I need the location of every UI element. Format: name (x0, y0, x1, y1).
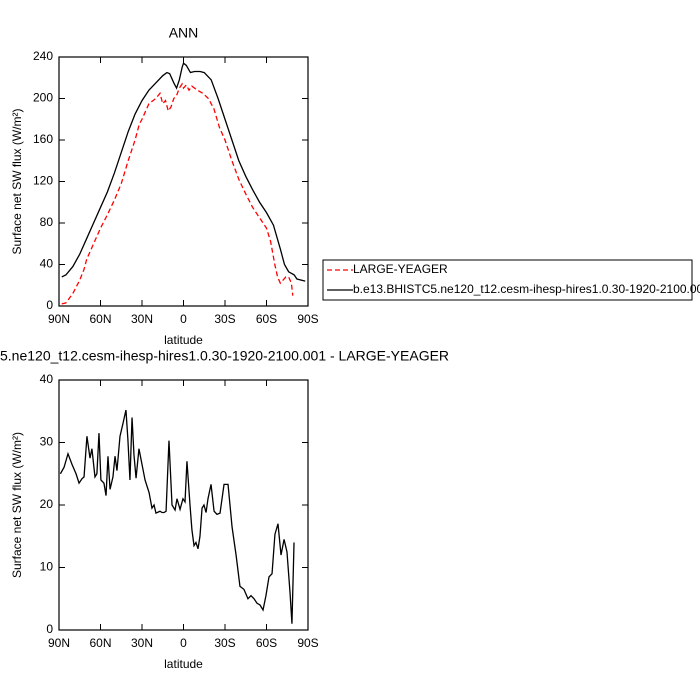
y-tick-label: 80 (40, 215, 54, 229)
plot-frame (58, 379, 309, 631)
x-axis-label: latitude (164, 333, 203, 347)
x-tick-label: 90S (297, 312, 318, 326)
y-tick-label: 30 (40, 435, 54, 449)
x-tick-label: 90S (297, 636, 318, 650)
x-tick-label: 60S (256, 312, 277, 326)
x-tick-label: 30S (214, 312, 235, 326)
data-line (61, 82, 294, 305)
y-axis-label: Surface net SW flux (W/m²) (10, 108, 24, 254)
y-tick-label: 10 (40, 560, 54, 574)
chart-title: 5.ne120_t12.cesm-ihesp-hires1.0.30-1920-… (0, 348, 449, 364)
x-tick-label: 60N (89, 636, 111, 650)
data-line (61, 62, 306, 282)
x-tick-label: 90N (48, 636, 70, 650)
chart-title: ANN (169, 25, 199, 41)
x-tick-label: 0 (180, 312, 187, 326)
x-tick-label: 90N (48, 312, 70, 326)
x-tick-label: 60S (256, 636, 277, 650)
plot-frame (58, 56, 309, 307)
y-tick-label: 240 (33, 49, 53, 63)
y-tick-label: 40 (40, 257, 54, 271)
y-tick-label: 200 (33, 91, 53, 105)
y-tick-label: 40 (40, 372, 54, 386)
y-tick-label: 120 (33, 174, 53, 188)
y-tick-label: 0 (46, 298, 53, 312)
data-line (59, 409, 295, 624)
y-tick-label: 0 (46, 622, 53, 636)
legend-label: b.e13.BHISTC5.ne120_t12.cesm-ihesp-hires… (353, 282, 700, 296)
y-axis-label: Surface net SW flux (W/m²) (10, 432, 24, 578)
x-tick-label: 30N (131, 312, 153, 326)
x-tick-label: 0 (180, 636, 187, 650)
x-axis-label: latitude (164, 657, 203, 671)
legend-box (322, 259, 693, 301)
x-tick-label: 30N (131, 636, 153, 650)
y-tick-label: 160 (33, 132, 53, 146)
x-tick-label: 30S (214, 636, 235, 650)
y-tick-label: 20 (40, 497, 54, 511)
x-tick-label: 60N (89, 312, 111, 326)
legend-label: LARGE-YEAGER (353, 262, 448, 276)
